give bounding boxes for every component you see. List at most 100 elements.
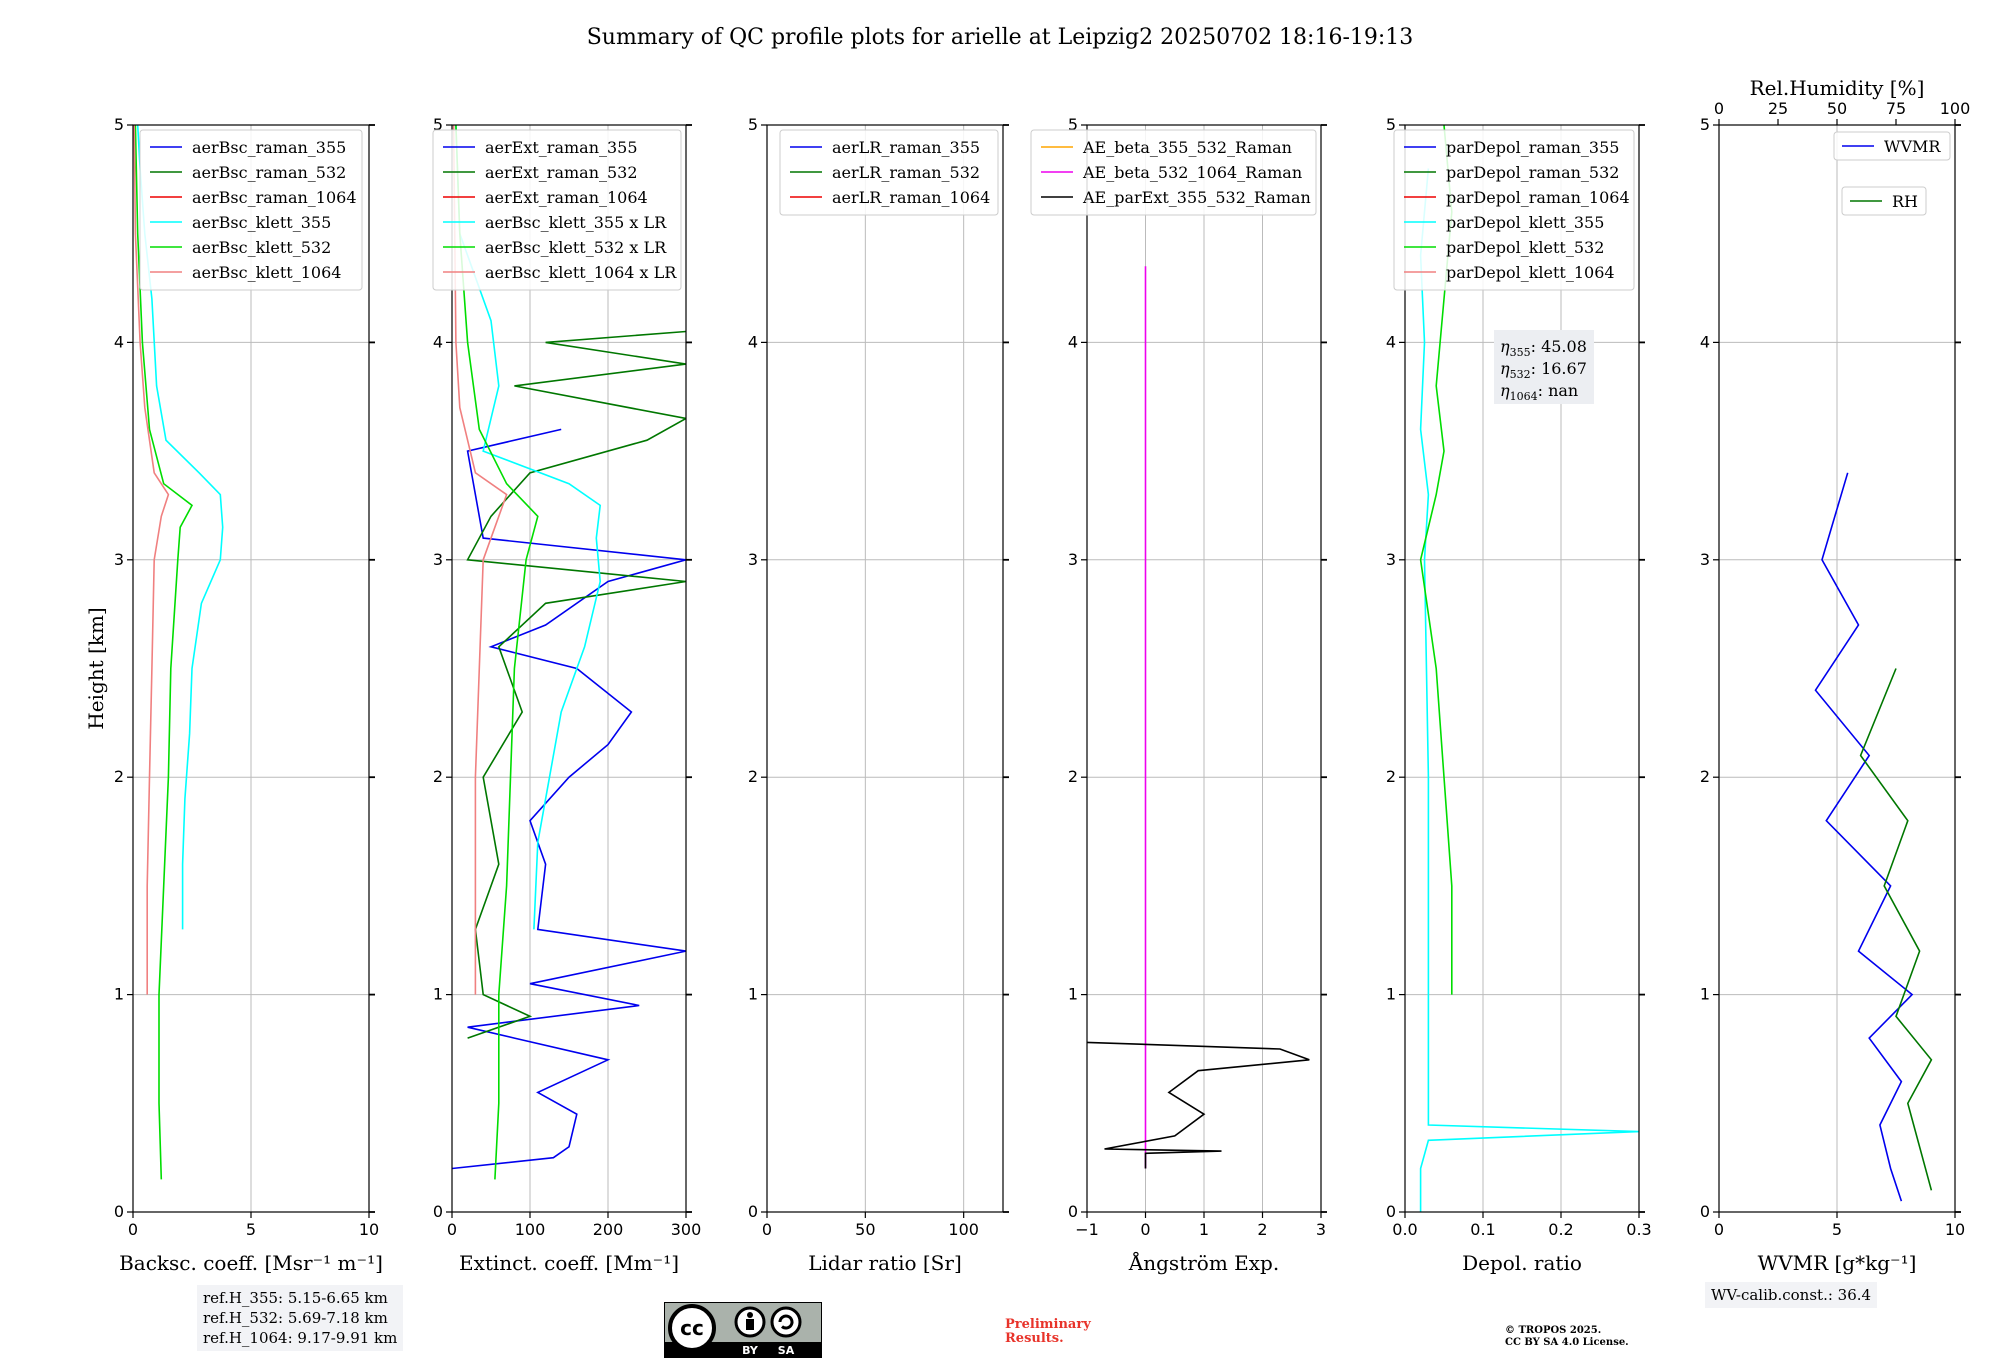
legend-box <box>779 129 999 216</box>
legend-entry: parDepol_raman_532 <box>1446 163 1619 182</box>
ref-height-532: ref.H_532: 5.69-7.18 km <box>203 1309 388 1327</box>
panel-lidar_ratio: 0 50 100 0 1 2 3 4 5 Lidar ratio [Sr] aerLR_raman_… <box>748 115 1009 1275</box>
x-tick-label: 10 <box>1945 1220 1965 1239</box>
y-tick-label: 4 <box>1700 332 1710 351</box>
y-tick-label: 3 <box>748 550 758 569</box>
series-line-WVMR <box>1814 472 1914 1202</box>
y-tick-label: 5 <box>1700 115 1710 134</box>
x-tick-label: 0.0 <box>1392 1220 1417 1239</box>
y-tick-label: 4 <box>748 332 758 351</box>
legend-box <box>1393 129 1635 291</box>
wv-calibration-box: WV-calib.const.: 36.4 <box>1705 1282 1878 1308</box>
x-axis-label: Extinct. coeff. [Mm⁻¹] <box>459 1251 679 1275</box>
y-tick-label: 1 <box>1700 985 1710 1004</box>
eta-value-355: η355: 45.08 <box>1500 337 1587 359</box>
legend-entry: parDepol_raman_1064 <box>1446 188 1630 207</box>
cc-by-label: BY <box>742 1344 759 1357</box>
legend-entry: parDepol_raman_355 <box>1446 138 1619 157</box>
legend-entry: aerExt_raman_355 <box>485 138 638 157</box>
y-tick-label: 0 <box>114 1202 124 1221</box>
x2-tick-label: 25 <box>1768 99 1788 118</box>
legend-box <box>1833 131 1951 161</box>
y-tick-label: 5 <box>1386 115 1396 134</box>
y-tick-label: 5 <box>748 115 758 134</box>
wv-calibration-constant: WV-calib.const.: 36.4 <box>1711 1286 1872 1304</box>
y-tick-label: 4 <box>433 332 443 351</box>
y-tick-label: 4 <box>114 332 124 351</box>
y-tick-label: 0 <box>433 1202 443 1221</box>
x-tick-label: 0 <box>1140 1220 1150 1239</box>
legend-entry: aerBsc_klett_1064 <box>192 263 341 282</box>
x-tick-label: 100 <box>948 1220 979 1239</box>
x-tick-label: 100 <box>515 1220 546 1239</box>
series-line-aerBsc_klett_1064 x LR <box>452 125 508 995</box>
y-tick-label: 4 <box>1068 332 1078 351</box>
legend-entry: AE_beta_532_1064_Raman <box>1082 163 1302 182</box>
y-tick-label: 0 <box>1700 1202 1710 1221</box>
eta-value-1064: η1064: nan <box>1500 381 1578 403</box>
legend-entry: aerBsc_raman_1064 <box>192 188 357 207</box>
x-tick-label: 0 <box>128 1220 138 1239</box>
copyright-line-1: © TROPOS 2025. <box>1505 1325 1602 1336</box>
y-tick-label: 2 <box>433 767 443 786</box>
plot-frame <box>451 124 687 1213</box>
x-tick-label: 0.1 <box>1470 1220 1495 1239</box>
panel-depol: 0.0 0.1 0.2 0.3 0 1 2 3 4 5 Depol. ratio parDepol_r… <box>1386 115 1652 1275</box>
y-tick-label: 0 <box>1386 1202 1396 1221</box>
y-tick-label: 1 <box>1386 985 1396 1004</box>
x-tick-label: 0 <box>762 1220 772 1239</box>
legend-entry: aerBsc_klett_355 x LR <box>485 213 667 232</box>
y-tick-label: 5 <box>433 115 443 134</box>
series-line-aerExt_raman_355 <box>452 428 686 1170</box>
series-line-aerExt_raman_532 <box>466 330 686 1039</box>
x-tick-label: 3 <box>1316 1220 1326 1239</box>
y-tick-label: 2 <box>748 767 758 786</box>
legend-entry: AE_parExt_355_532_Raman <box>1082 188 1311 207</box>
legend-entry: aerBsc_klett_532 x LR <box>485 238 667 257</box>
y-tick-label: 1 <box>114 985 124 1004</box>
series-line-AE_parExt_355_532_Raman <box>1087 1041 1310 1169</box>
x-axis-label: WVMR [g*kg⁻¹] <box>1758 1251 1917 1275</box>
legend-entry: aerBsc_klett_355 <box>192 213 331 232</box>
x-tick-label: 5 <box>1832 1220 1842 1239</box>
series-line-parDepol_klett_355 <box>1419 168 1639 1212</box>
x-axis-label: Depol. ratio <box>1462 1251 1582 1275</box>
legend-entry: RH <box>1892 192 1918 211</box>
x-tick-label: 50 <box>855 1220 875 1239</box>
plot-frame <box>766 124 1004 1213</box>
y-tick-label: 3 <box>1700 550 1710 569</box>
plot-frame <box>1404 124 1640 1213</box>
x-tick-label: 5 <box>246 1220 256 1239</box>
legend-entry: aerBsc_raman_355 <box>192 138 346 157</box>
x-axis-label: Backsc. coeff. [Msr⁻¹ m⁻¹] <box>119 1251 383 1275</box>
y-tick-label: 2 <box>114 767 124 786</box>
x-tick-label: 200 <box>593 1220 624 1239</box>
cc-icon <box>668 1304 716 1352</box>
x-axis-label: Lidar ratio [Sr] <box>808 1251 962 1275</box>
figure-title: Summary of QC profile plots for arielle … <box>587 25 1414 50</box>
y-tick-label: 2 <box>1068 767 1078 786</box>
series-line-aerBsc_klett_1064 <box>133 125 170 995</box>
legend-entry: AE_beta_355_532_Raman <box>1082 138 1292 157</box>
legend-entry: aerBsc_klett_1064 x LR <box>485 263 677 282</box>
legend-entry: WVMR <box>1884 137 1941 156</box>
legend-entry: aerExt_raman_1064 <box>485 188 648 207</box>
preliminary-line-2: Results. <box>1005 1331 1064 1346</box>
cc-sa-label: SA <box>778 1344 795 1357</box>
x-tick-label: 0.2 <box>1548 1220 1573 1239</box>
sa-icon <box>770 1306 802 1338</box>
panel-backscatter: 0 5 10 0 1 2 3 4 5 Backsc. coeff. [Msr⁻¹ m⁻¹] Heig… <box>84 115 383 1275</box>
eta-box-bg <box>1494 330 1594 404</box>
x-tick-label: 10 <box>359 1220 379 1239</box>
legend-entry: aerLR_raman_355 <box>832 138 980 157</box>
x2-tick-label: 75 <box>1886 99 1906 118</box>
ref-height-355: ref.H_355: 5.15-6.65 km <box>203 1289 388 1307</box>
ref-height-1064: ref.H_1064: 9.17-9.91 km <box>203 1329 398 1347</box>
legend-entry: parDepol_klett_532 <box>1446 238 1604 257</box>
y-tick-label: 5 <box>1068 115 1078 134</box>
x-tick-label: 0.3 <box>1626 1220 1651 1239</box>
y-tick-label: 0 <box>748 1202 758 1221</box>
